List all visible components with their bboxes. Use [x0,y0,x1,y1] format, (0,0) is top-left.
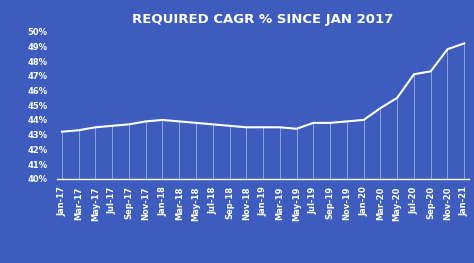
Title: REQUIRED CAGR % SINCE JAN 2017: REQUIRED CAGR % SINCE JAN 2017 [132,13,394,26]
